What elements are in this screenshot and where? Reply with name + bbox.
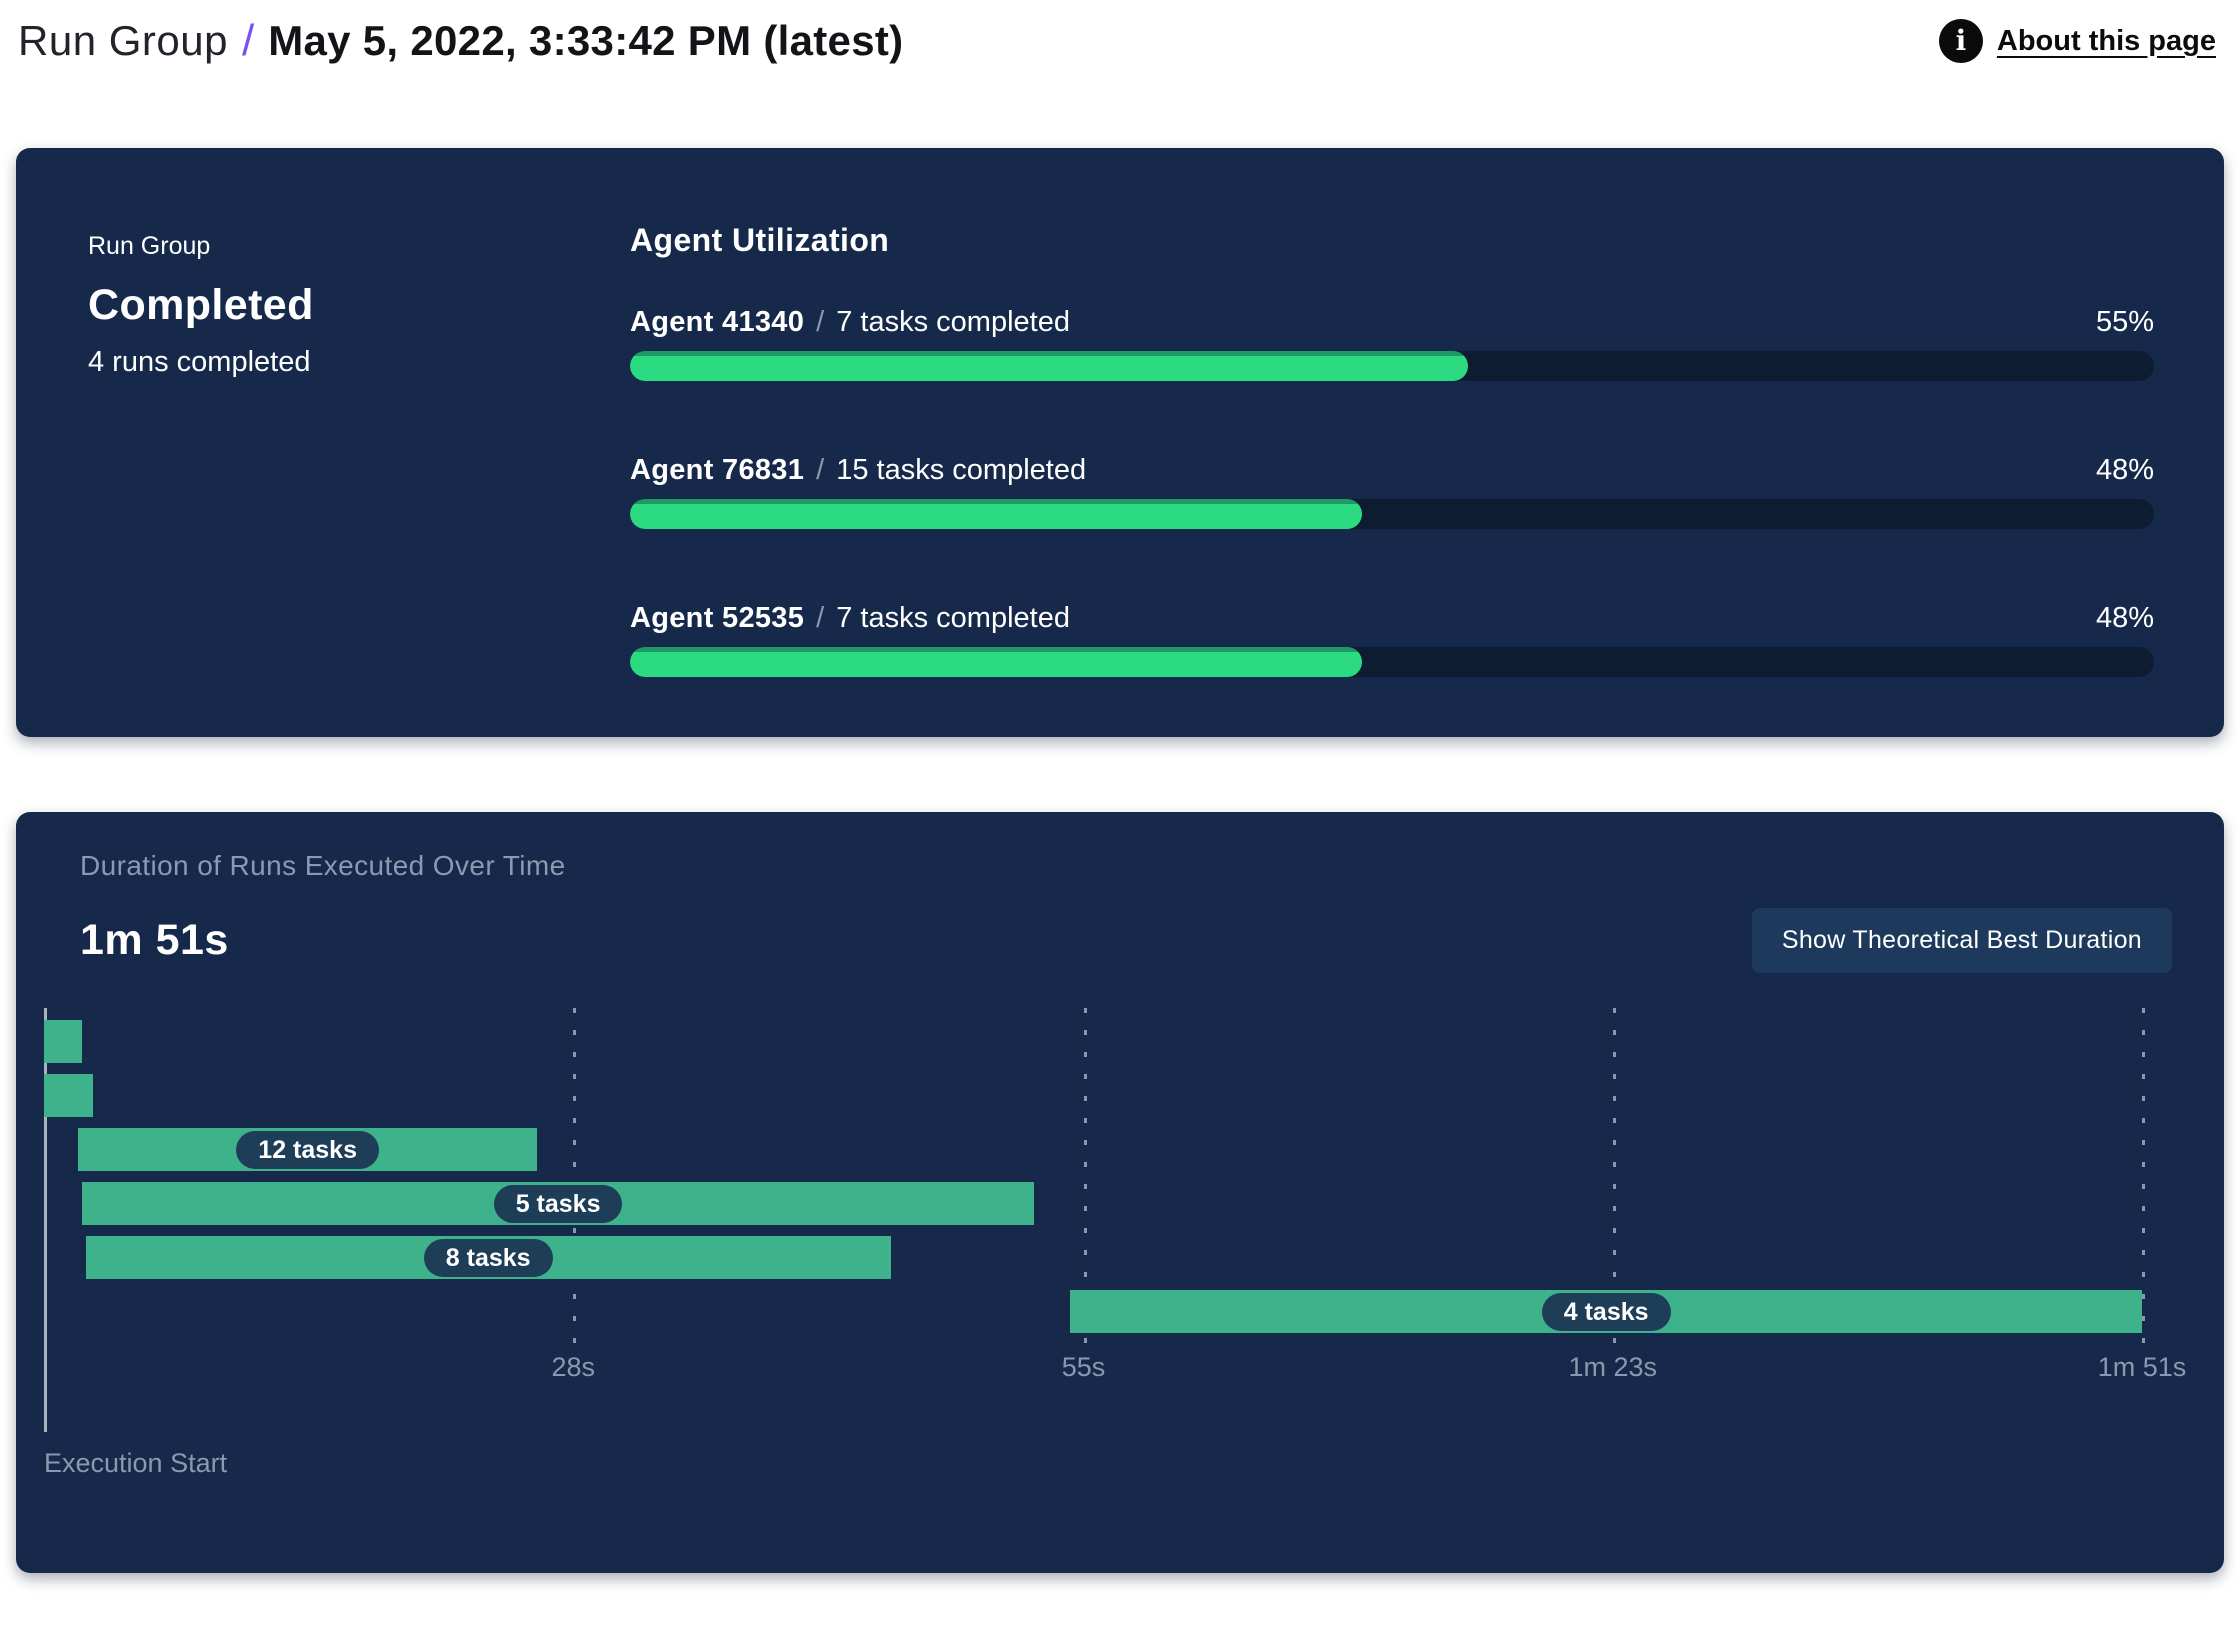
about-this-page-link[interactable]: i About this page — [1938, 19, 2216, 63]
breadcrumb: Run Group / May 5, 2022, 3:33:42 PM (lat… — [18, 16, 903, 66]
axis-tick-label: 28s — [551, 1352, 595, 1382]
about-link-label: About this page — [1996, 24, 2216, 57]
agent-name: Agent 52535 — [630, 602, 805, 634]
axis-tick-label: 1m 51s — [2097, 1352, 2187, 1382]
utilization-progress-track — [630, 499, 2154, 529]
run-bar[interactable]: 12 tasks — [78, 1128, 538, 1171]
agent-utilization-label-line: Agent 52535 / 7 tasks completed 48% — [630, 601, 2154, 635]
page-title: May 5, 2022, 3:33:42 PM (latest) — [268, 17, 904, 64]
execution-start-label: Execution Start — [44, 1448, 228, 1478]
run-group-label: Run Group — [88, 232, 211, 260]
agent-utilization-row: Agent 52535 / 7 tasks completed 48% — [630, 601, 2154, 677]
duration-panel-header: Duration of Runs Executed Over Time 1m 5… — [16, 812, 2224, 973]
run-bar[interactable]: 4 tasks — [1070, 1290, 2142, 1333]
agent-tasks-completed: 15 tasks completed — [836, 454, 1087, 486]
agent-utilization-label-line: Agent 76831 / 15 tasks completed 48% — [630, 453, 2154, 487]
gridline-55s — [1083, 1008, 1087, 1346]
gridline-1m-23s — [1612, 1008, 1616, 1346]
run-task-count-pill: 4 tasks — [1541, 1292, 1671, 1331]
agent-utilization-label-line: Agent 41340 / 7 tasks completed 55% — [630, 305, 2154, 339]
duration-chart-title: Duration of Runs Executed Over Time — [80, 850, 566, 881]
agent-label-separator: / — [816, 454, 825, 486]
run-task-count-pill: 8 tasks — [423, 1238, 553, 1277]
info-icon: i — [1938, 19, 1983, 63]
run-group-status: Completed — [88, 281, 314, 329]
agent-utilization-section: Agent Utilization Agent 41340 / 7 tasks … — [630, 222, 2154, 737]
agent-utilization-heading: Agent Utilization — [630, 222, 890, 258]
utilization-progress-track — [630, 351, 2154, 381]
show-theoretical-best-duration-button[interactable]: Show Theoretical Best Duration — [1751, 908, 2172, 973]
breadcrumb-run-group[interactable]: Run Group — [18, 17, 228, 64]
duration-panel: Duration of Runs Executed Over Time 1m 5… — [16, 812, 2224, 1573]
gantt-chart: Execution Start 28s 55s 1m 23s 1m 51s 12 tas… — [44, 1008, 2186, 1498]
run-group-status-column: Run Group Completed 4 runs completed — [88, 222, 630, 737]
utilization-progress-fill — [630, 351, 1469, 381]
gridline-28s — [573, 1008, 577, 1346]
agent-utilization-row: Agent 76831 / 15 tasks completed 48% — [630, 453, 2154, 529]
agent-utilization-percent: 48% — [2095, 602, 2154, 634]
run-task-count-pill: 12 tasks — [236, 1130, 379, 1169]
breadcrumb-separator: / — [241, 16, 255, 65]
total-duration-value: 1m 51s — [80, 916, 229, 964]
axis-tick-label: 1m 23s — [1568, 1352, 1658, 1382]
agent-utilization-percent: 55% — [2095, 306, 2154, 338]
run-bar[interactable]: 5 tasks — [81, 1182, 1035, 1225]
agent-label-separator: / — [816, 602, 825, 634]
agent-name: Agent 41340 — [630, 306, 805, 338]
execution-start-axis-line — [44, 1008, 47, 1432]
run-task-count-pill: 5 tasks — [493, 1184, 623, 1223]
gridline-1m-51s — [2142, 1008, 2145, 1346]
run-group-summary-panel: Run Group Completed 4 runs completed Age… — [16, 148, 2224, 737]
agent-label-separator: / — [816, 306, 825, 338]
utilization-progress-fill — [630, 499, 1362, 529]
run-bar[interactable]: 8 tasks — [85, 1236, 891, 1279]
agent-utilization-row: Agent 41340 / 7 tasks completed 55% — [630, 305, 2154, 381]
page-header: Run Group / May 5, 2022, 3:33:42 PM (lat… — [0, 0, 2240, 68]
agent-utilization-percent: 48% — [2095, 454, 2154, 486]
run-bar[interactable] — [44, 1074, 94, 1117]
agent-tasks-completed: 7 tasks completed — [836, 306, 1070, 338]
info-icon-glyph: i — [1955, 24, 1967, 57]
runs-completed-count: 4 runs completed — [88, 346, 311, 378]
run-bar[interactable] — [44, 1020, 82, 1063]
axis-tick-label: 55s — [1061, 1352, 1106, 1382]
duration-panel-controls: 1m 51s Show Theoretical Best Duration — [80, 908, 2172, 973]
utilization-progress-track — [630, 647, 2154, 677]
agent-name: Agent 76831 — [630, 454, 805, 486]
utilization-progress-fill — [630, 647, 1362, 677]
agent-tasks-completed: 7 tasks completed — [836, 602, 1070, 634]
